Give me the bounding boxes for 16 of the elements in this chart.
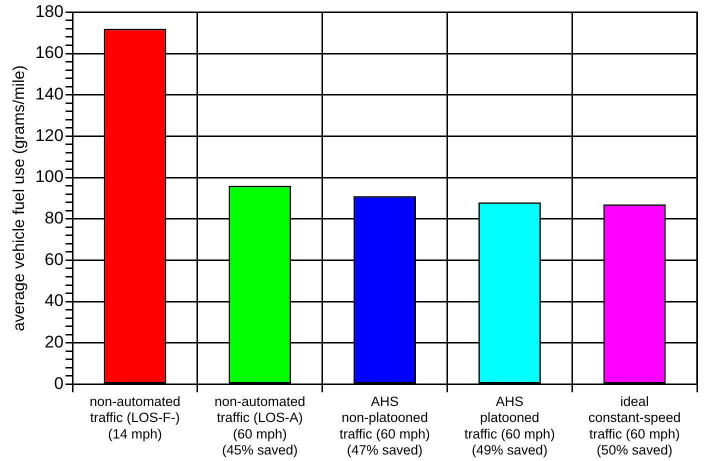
y-tick-label: 80 [44,208,64,228]
x-tick-label: AHS platooned traffic (60 mph) (49% saved) [464,394,555,458]
y-tick-label: 180 [35,2,64,21]
y-tick-label: 0 [54,374,64,393]
y-tick-label: 140 [35,84,64,104]
x-tick-label: AHS non-platooned traffic (60 mph) (47% saved) [340,394,430,458]
x-tick-label: non-automated traffic (LOS-A) (60 mph) (45% saved) [214,394,306,458]
y-tick-label: 60 [44,250,64,269]
y-tick-label: 120 [35,126,64,145]
y-tick-label: 40 [44,291,64,310]
x-tick-label: ideal constant-speed traffic (60 mph) (50% saved) [588,394,681,458]
y-tick-label: 160 [35,43,64,62]
y-axis-title: average vehicle fuel use (grams/mile) [11,65,28,332]
y-tick-label: 100 [35,167,64,186]
y-tick-label: 20 [44,332,64,352]
x-tick-label: non-automated traffic (LOS-F-) (14 mph) [90,394,180,442]
